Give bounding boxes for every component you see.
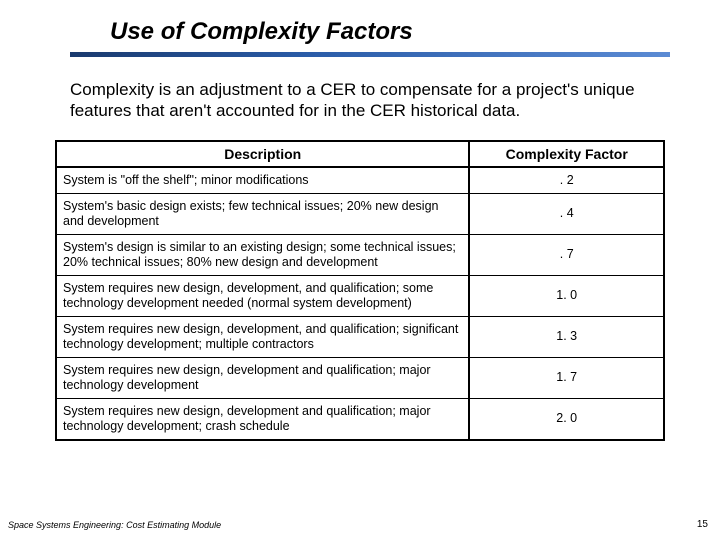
complexity-table-wrap: Description Complexity Factor System is … [0, 122, 720, 441]
cell-factor: . 2 [469, 167, 664, 194]
table-row: System requires new design, development,… [56, 275, 664, 316]
cell-factor: 1. 0 [469, 275, 664, 316]
cell-description: System requires new design, development,… [56, 316, 469, 357]
title-block: Use of Complexity Factors [0, 18, 720, 57]
table-row: System is "off the shelf"; minor modific… [56, 167, 664, 194]
table-row: System's design is similar to an existin… [56, 234, 664, 275]
table-row: System's basic design exists; few techni… [56, 193, 664, 234]
cell-factor: 1. 3 [469, 316, 664, 357]
intro-text: Complexity is an adjustment to a CER to … [0, 57, 720, 122]
col-header-description: Description [56, 141, 469, 167]
table-header-row: Description Complexity Factor [56, 141, 664, 167]
page-number: 15 [697, 519, 708, 530]
cell-description: System is "off the shelf"; minor modific… [56, 167, 469, 194]
table-row: System requires new design, development … [56, 398, 664, 440]
cell-description: System requires new design, development,… [56, 275, 469, 316]
page-title: Use of Complexity Factors [110, 18, 660, 46]
table-row: System requires new design, development … [56, 357, 664, 398]
col-header-factor: Complexity Factor [469, 141, 664, 167]
slide: Use of Complexity Factors Complexity is … [0, 0, 720, 540]
complexity-table: Description Complexity Factor System is … [55, 140, 665, 441]
cell-description: System requires new design, development … [56, 398, 469, 440]
cell-factor: 1. 7 [469, 357, 664, 398]
cell-description: System requires new design, development … [56, 357, 469, 398]
table-row: System requires new design, development,… [56, 316, 664, 357]
cell-factor: . 7 [469, 234, 664, 275]
footer-text: Space Systems Engineering: Cost Estimati… [8, 520, 221, 530]
cell-factor: 2. 0 [469, 398, 664, 440]
cell-description: System's basic design exists; few techni… [56, 193, 469, 234]
cell-factor: . 4 [469, 193, 664, 234]
cell-description: System's design is similar to an existin… [56, 234, 469, 275]
